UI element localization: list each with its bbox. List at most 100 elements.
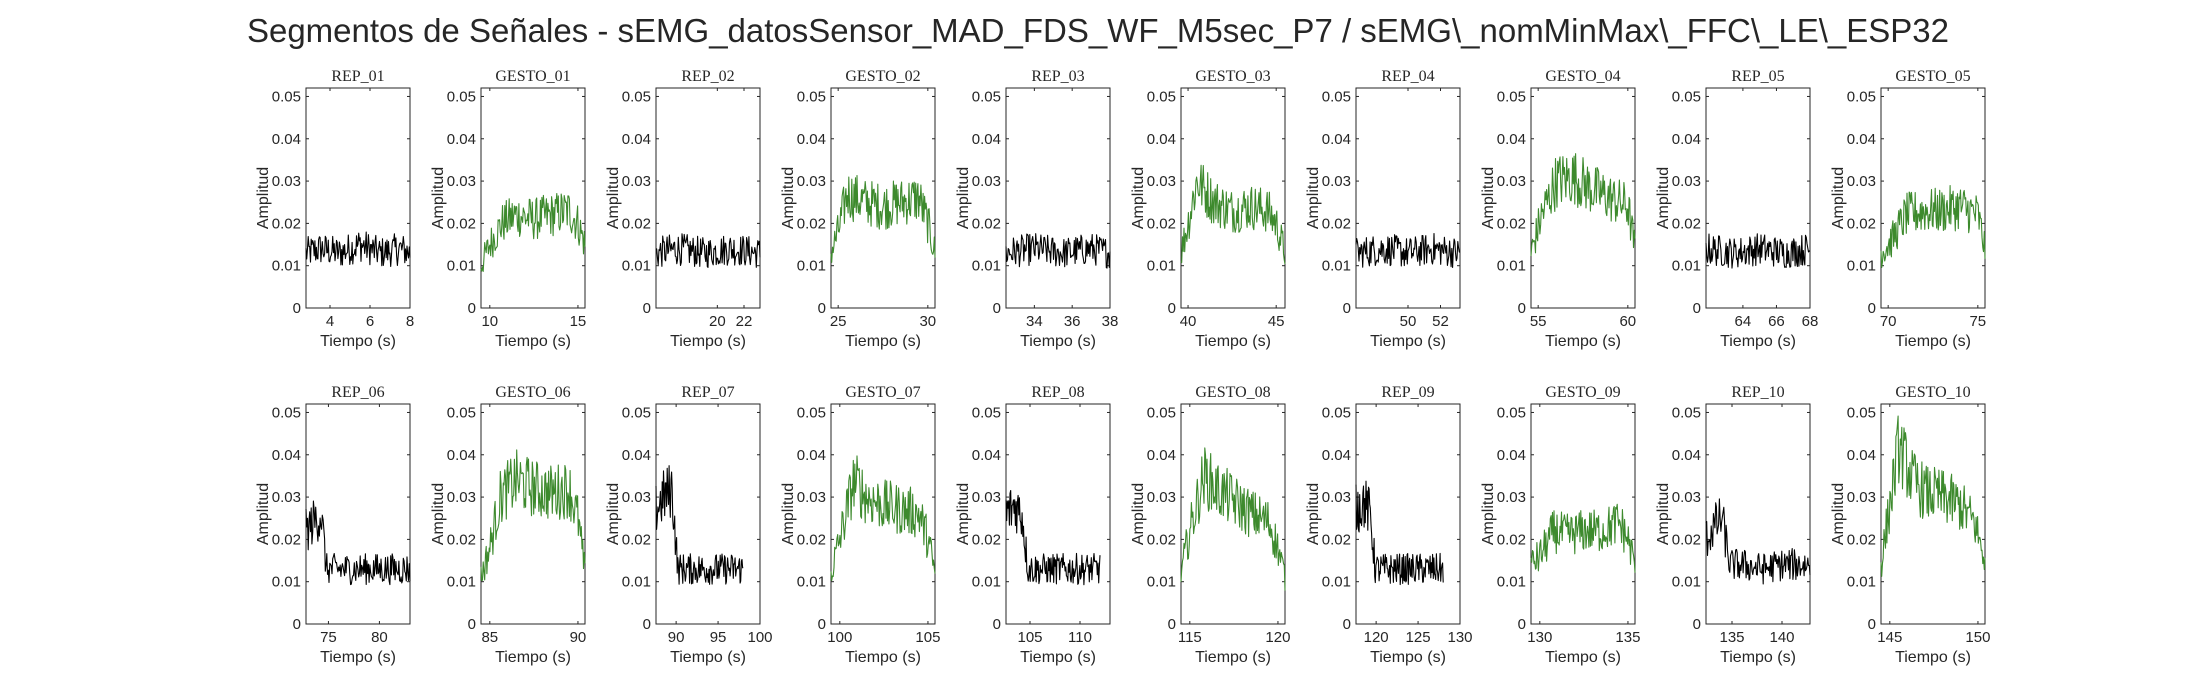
subplot-title: GESTO_05 xyxy=(1895,68,1970,85)
y-tick-label: 0.03 xyxy=(1322,173,1351,190)
y-tick-label: 0.03 xyxy=(1147,173,1176,190)
y-tick-label: 0.04 xyxy=(1847,447,1876,464)
x-tick-label: 120 xyxy=(1364,629,1389,646)
signal-line xyxy=(1180,447,1286,591)
x-tick-label: 52 xyxy=(1432,313,1449,330)
x-axis-label: Tiempo (s) xyxy=(670,649,746,666)
y-tick-label: 0.05 xyxy=(1322,404,1351,421)
signal-line xyxy=(480,449,586,582)
y-tick-label: 0.02 xyxy=(1497,215,1526,232)
y-tick-label: 0.05 xyxy=(972,404,1001,421)
x-axis-label: Tiempo (s) xyxy=(1545,649,1621,666)
y-tick-label: 0.02 xyxy=(1147,215,1176,232)
x-tick-label: 66 xyxy=(1768,313,1785,330)
x-axis-label: Tiempo (s) xyxy=(1895,649,1971,666)
y-tick-label: 0.02 xyxy=(1147,531,1176,548)
y-tick-label: 0.04 xyxy=(797,131,826,148)
subplot-title: REP_05 xyxy=(1731,68,1784,85)
signal-line xyxy=(830,174,936,263)
x-tick-label: 80 xyxy=(371,629,388,646)
plot-area xyxy=(305,403,411,625)
y-tick-label: 0.01 xyxy=(1322,258,1351,275)
y-tick-label: 0.01 xyxy=(1497,258,1526,275)
y-tick-label: 0.01 xyxy=(447,258,476,275)
subplot-rep-05: 0 0.01 0.02 0.03 0.04 0.05 64 66 68 REP_05 Tiempo … xyxy=(1655,68,1818,350)
x-axis-label: Tiempo (s) xyxy=(1020,649,1096,666)
subplot-rep-10: 0 0.01 0.02 0.03 0.04 0.05 135 140 REP_10 Tiempo … xyxy=(1655,384,1811,666)
x-tick-label: 145 xyxy=(1877,629,1902,646)
y-tick-label: 0.03 xyxy=(1497,489,1526,506)
y-tick-label: 0.01 xyxy=(1497,574,1526,591)
y-tick-label: 0 xyxy=(993,616,1001,633)
y-tick-label: 0 xyxy=(1868,300,1876,317)
y-tick-label: 0.02 xyxy=(622,215,651,232)
x-tick-label: 105 xyxy=(1017,629,1042,646)
subplot-gesto-09: 0 0.01 0.02 0.03 0.04 0.05 130 135 GESTO_09 Tiemp… xyxy=(1480,384,1640,666)
y-tick-label: 0.05 xyxy=(1147,88,1176,105)
y-tick-label: 0.04 xyxy=(1147,447,1176,464)
subplot-rep-04: 0 0.01 0.02 0.03 0.04 0.05 50 52 REP_04 Tiempo (s… xyxy=(1305,68,1461,350)
y-tick-label: 0.01 xyxy=(1672,574,1701,591)
y-tick-label: 0.03 xyxy=(447,173,476,190)
y-tick-label: 0.03 xyxy=(972,489,1001,506)
y-tick-label: 0 xyxy=(643,300,651,317)
y-tick-label: 0.02 xyxy=(272,531,301,548)
x-axis-label: Tiempo (s) xyxy=(495,333,571,350)
y-tick-label: 0.05 xyxy=(272,404,301,421)
x-axis-label: Tiempo (s) xyxy=(320,333,396,350)
y-tick-label: 0.01 xyxy=(972,258,1001,275)
plot-area xyxy=(1180,403,1286,625)
plot-area xyxy=(1355,403,1461,625)
plot-area xyxy=(1880,87,1986,309)
signal-line xyxy=(1530,153,1636,257)
y-tick-label: 0.05 xyxy=(972,88,1001,105)
y-tick-label: 0.01 xyxy=(1147,574,1176,591)
y-tick-label: 0 xyxy=(1518,300,1526,317)
x-axis-label: Tiempo (s) xyxy=(495,649,571,666)
y-tick-label: 0.05 xyxy=(1147,404,1176,421)
y-tick-label: 0.01 xyxy=(797,574,826,591)
y-tick-label: 0 xyxy=(1343,300,1351,317)
y-axis-label: Amplitud xyxy=(1130,483,1147,545)
x-tick-label: 95 xyxy=(710,629,727,646)
y-tick-label: 0 xyxy=(1693,300,1701,317)
x-axis-label: Tiempo (s) xyxy=(845,333,921,350)
x-axis-label: Tiempo (s) xyxy=(1370,649,1446,666)
x-tick-label: 50 xyxy=(1400,313,1417,330)
plot-area xyxy=(655,403,761,625)
y-tick-label: 0.02 xyxy=(447,531,476,548)
x-tick-label: 6 xyxy=(366,313,374,330)
y-axis-label: Amplitud xyxy=(1480,167,1497,229)
y-tick-label: 0.03 xyxy=(622,173,651,190)
x-tick-label: 68 xyxy=(1802,313,1819,330)
y-tick-label: 0.01 xyxy=(622,574,651,591)
x-tick-label: 140 xyxy=(1769,629,1794,646)
subplot-title: GESTO_08 xyxy=(1195,384,1270,401)
x-tick-label: 120 xyxy=(1265,629,1290,646)
x-tick-label: 60 xyxy=(1619,313,1636,330)
y-tick-label: 0.05 xyxy=(1672,404,1701,421)
y-tick-label: 0.02 xyxy=(972,215,1001,232)
signal-line xyxy=(655,465,744,585)
x-axis-label: Tiempo (s) xyxy=(1195,333,1271,350)
y-tick-label: 0.02 xyxy=(447,215,476,232)
y-tick-label: 0.04 xyxy=(1497,131,1526,148)
y-tick-label: 0.05 xyxy=(797,88,826,105)
y-tick-label: 0.05 xyxy=(272,88,301,105)
signal-line xyxy=(305,500,411,586)
signal-line xyxy=(1355,480,1444,586)
y-tick-label: 0.03 xyxy=(622,489,651,506)
subplot-rep-09: 0 0.01 0.02 0.03 0.04 0.05 120 125 130 REP_09 Tiem… xyxy=(1305,384,1473,666)
subplot-title: REP_01 xyxy=(331,68,384,85)
y-axis-label: Amplitud xyxy=(1830,483,1847,545)
subplot-gesto-08: 0 0.01 0.02 0.03 0.04 0.05 115 120 GESTO_08 Tiemp… xyxy=(1130,384,1290,666)
x-tick-label: 10 xyxy=(481,313,498,330)
x-tick-label: 135 xyxy=(1615,629,1640,646)
y-axis-label: Amplitud xyxy=(255,167,272,229)
x-tick-label: 36 xyxy=(1064,313,1081,330)
y-tick-label: 0.04 xyxy=(797,447,826,464)
x-tick-label: 64 xyxy=(1735,313,1752,330)
y-tick-label: 0 xyxy=(1168,300,1176,317)
